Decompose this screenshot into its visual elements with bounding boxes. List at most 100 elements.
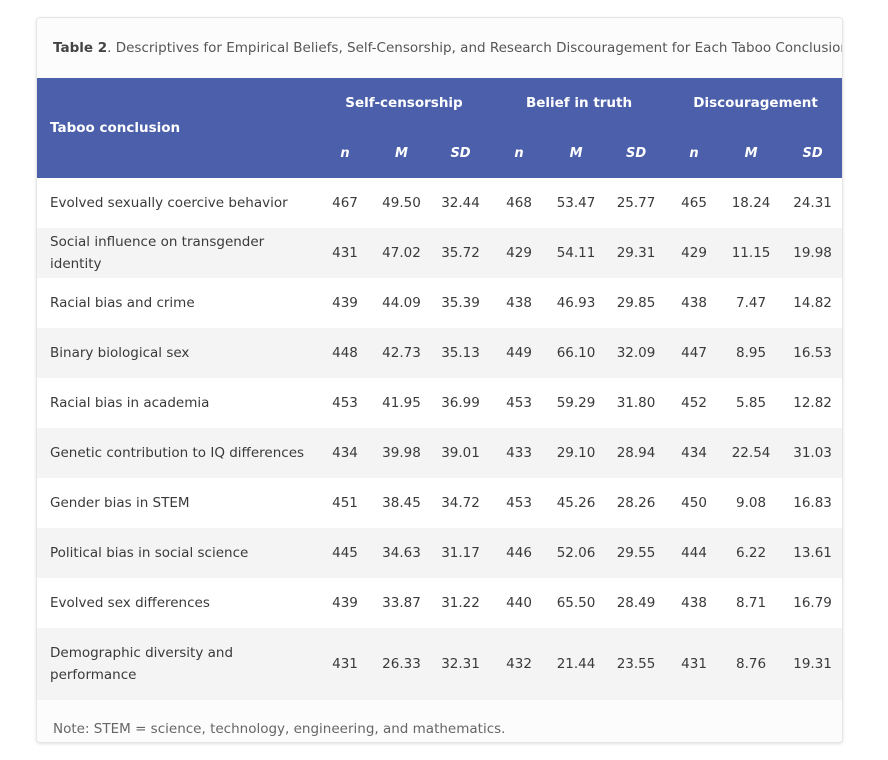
cell-value: 8.76 — [736, 656, 767, 672]
cell-value: 440 — [506, 595, 532, 611]
cell-value: 16.79 — [793, 595, 832, 611]
cell-value: 31.80 — [616, 395, 656, 411]
row-label: Binary biological sex — [50, 345, 190, 361]
cell-value: 16.83 — [793, 495, 832, 511]
table-row: Social influence on transgender identity… — [37, 228, 842, 278]
header-taboo-conclusion: Taboo conclusion — [50, 120, 181, 136]
row-label: Racial bias and crime — [50, 295, 195, 311]
header-sd: SD — [802, 145, 823, 161]
cell-value: 29.55 — [616, 545, 656, 561]
cell-value: 438 — [681, 295, 707, 311]
header-sd: SD — [450, 145, 471, 161]
cell-value: 29.31 — [616, 245, 656, 261]
cell-value: 34.72 — [441, 495, 480, 511]
cell-value: 453 — [332, 395, 358, 411]
cell-value: 432 — [506, 656, 532, 672]
cell-value: 451 — [332, 495, 358, 511]
table-row: Racial bias in academia 453 41.95 36.99 453 5… — [37, 378, 842, 428]
cell-value: 32.09 — [616, 345, 656, 361]
row-label: Gender bias in STEM — [50, 495, 190, 511]
cell-value: 32.31 — [441, 656, 480, 672]
header-self-censorship: Self-censorship — [345, 95, 463, 111]
cell-value: 25.77 — [616, 195, 656, 211]
row-label: Demographic diversity and performance — [50, 645, 234, 683]
cell-value: 49.50 — [382, 195, 421, 211]
cell-value: 11.15 — [731, 245, 771, 261]
cell-value: 21.44 — [556, 656, 596, 672]
cell-value: 38.45 — [382, 495, 421, 511]
cell-value: 7.47 — [736, 295, 767, 311]
cell-value: 31.22 — [441, 595, 480, 611]
cell-value: 450 — [681, 495, 707, 511]
cell-value: 34.63 — [382, 545, 421, 561]
cell-value: 19.98 — [793, 245, 832, 261]
row-label: Social influence on transgender identity — [50, 234, 265, 272]
cell-value: 24.31 — [793, 195, 832, 211]
cell-value: 26.33 — [382, 656, 421, 672]
row-label: Evolved sex differences — [50, 595, 210, 611]
header-n: n — [514, 145, 524, 161]
cell-value: 33.87 — [382, 595, 421, 611]
cell-value: 28.26 — [616, 495, 656, 511]
cell-value: 29.85 — [616, 295, 656, 311]
cell-value: 8.71 — [736, 595, 767, 611]
table-note: Note: STEM = science, technology, engine… — [37, 700, 842, 742]
header-n: n — [689, 145, 699, 161]
table-caption: Table 2. Descriptives for Empirical Beli… — [37, 18, 842, 78]
cell-value: 59.29 — [556, 395, 596, 411]
cell-value: 452 — [681, 395, 707, 411]
cell-value: 449 — [506, 345, 532, 361]
cell-value: 6.22 — [736, 545, 767, 561]
cell-value: 44.09 — [382, 295, 421, 311]
table-row: Demographic diversity and performance 431… — [37, 628, 842, 700]
cell-value: 39.01 — [441, 445, 480, 461]
cell-value: 47.02 — [382, 245, 421, 261]
cell-value: 439 — [332, 595, 358, 611]
cell-value: 444 — [681, 545, 707, 561]
cell-value: 468 — [506, 195, 532, 211]
cell-value: 54.11 — [556, 245, 596, 261]
table-row: Evolved sex differences 439 33.87 31.22 440 6… — [37, 578, 842, 628]
cell-value: 453 — [506, 495, 532, 511]
cell-value: 429 — [681, 245, 707, 261]
cell-value: 29.10 — [556, 445, 596, 461]
cell-value: 35.72 — [441, 245, 480, 261]
cell-value: 31.03 — [793, 445, 832, 461]
cell-value: 52.06 — [556, 545, 596, 561]
cell-value: 46.93 — [556, 295, 596, 311]
header-discouragement: Discouragement — [693, 95, 818, 111]
cell-value: 19.31 — [793, 656, 832, 672]
cell-value: 434 — [681, 445, 707, 461]
cell-value: 53.47 — [556, 195, 596, 211]
cell-value: 42.73 — [382, 345, 421, 361]
cell-value: 431 — [332, 245, 358, 261]
descriptives-table: Taboo conclusion Self-censorship Belief … — [37, 78, 842, 700]
header-m: M — [395, 145, 408, 161]
cell-value: 433 — [506, 445, 532, 461]
table-row: Genetic contribution to IQ differences 43… — [37, 428, 842, 478]
table-number: Table 2 — [53, 40, 108, 56]
cell-value: 16.53 — [793, 345, 832, 361]
cell-value: 35.39 — [441, 295, 480, 311]
cell-value: 453 — [506, 395, 532, 411]
cell-value: 28.49 — [616, 595, 656, 611]
cell-value: 12.82 — [793, 395, 832, 411]
cell-value: 445 — [332, 545, 358, 561]
cell-value: 41.95 — [382, 395, 421, 411]
row-label: Genetic contribution to IQ differences — [50, 445, 305, 461]
cell-value: 438 — [681, 595, 707, 611]
cell-value: 434 — [332, 445, 358, 461]
cell-value: 465 — [681, 195, 707, 211]
cell-value: 66.10 — [556, 345, 596, 361]
cell-value: 13.61 — [793, 545, 832, 561]
table-row: Political bias in social science 445 34.63… — [37, 528, 842, 578]
header-group-row: Taboo conclusion Self-censorship Belief … — [37, 78, 842, 136]
header-n: n — [340, 145, 350, 161]
table-row: Racial bias and crime 439 44.09 35.39 438 46.… — [37, 278, 842, 328]
header-m: M — [744, 145, 758, 161]
cell-value: 439 — [332, 295, 358, 311]
cell-value: 5.85 — [736, 395, 767, 411]
cell-value: 448 — [332, 345, 358, 361]
row-label: Evolved sexually coercive behavior — [50, 195, 288, 211]
cell-value: 45.26 — [556, 495, 596, 511]
